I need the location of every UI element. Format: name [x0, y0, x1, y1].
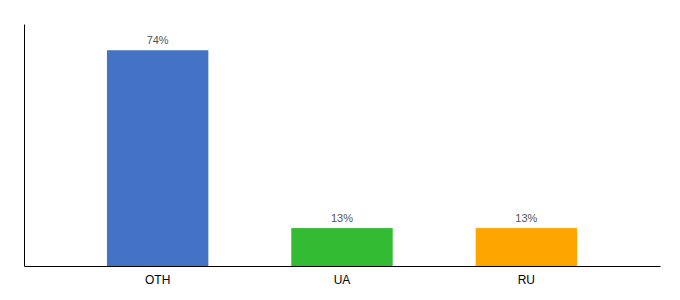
y-axis [24, 25, 25, 267]
x-tick: UA [334, 273, 351, 287]
x-tick-label: RU [518, 273, 535, 287]
data-labels: 74% 13% 13% [147, 34, 538, 224]
data-label: 13% [331, 212, 353, 224]
chart-svg: OTH UA RU 74% 13% 13% [0, 0, 680, 300]
bars [107, 50, 577, 266]
y-axis-line [24, 25, 25, 267]
x-axis-line [25, 266, 661, 267]
x-tick-label: UA [334, 273, 351, 287]
plot-area: OTH UA RU 74% 13% 13% [25, 25, 661, 287]
x-tick: OTH [145, 273, 170, 287]
x-tick-label: OTH [145, 273, 170, 287]
bar [107, 50, 208, 266]
x-axis: OTH UA RU [25, 267, 661, 287]
data-label: 13% [515, 212, 537, 224]
data-label: 74% [147, 34, 169, 46]
bar [291, 228, 392, 266]
bar [476, 228, 577, 266]
x-tick: RU [518, 273, 535, 287]
chart-container: OTH UA RU 74% 13% 13% [0, 0, 680, 300]
